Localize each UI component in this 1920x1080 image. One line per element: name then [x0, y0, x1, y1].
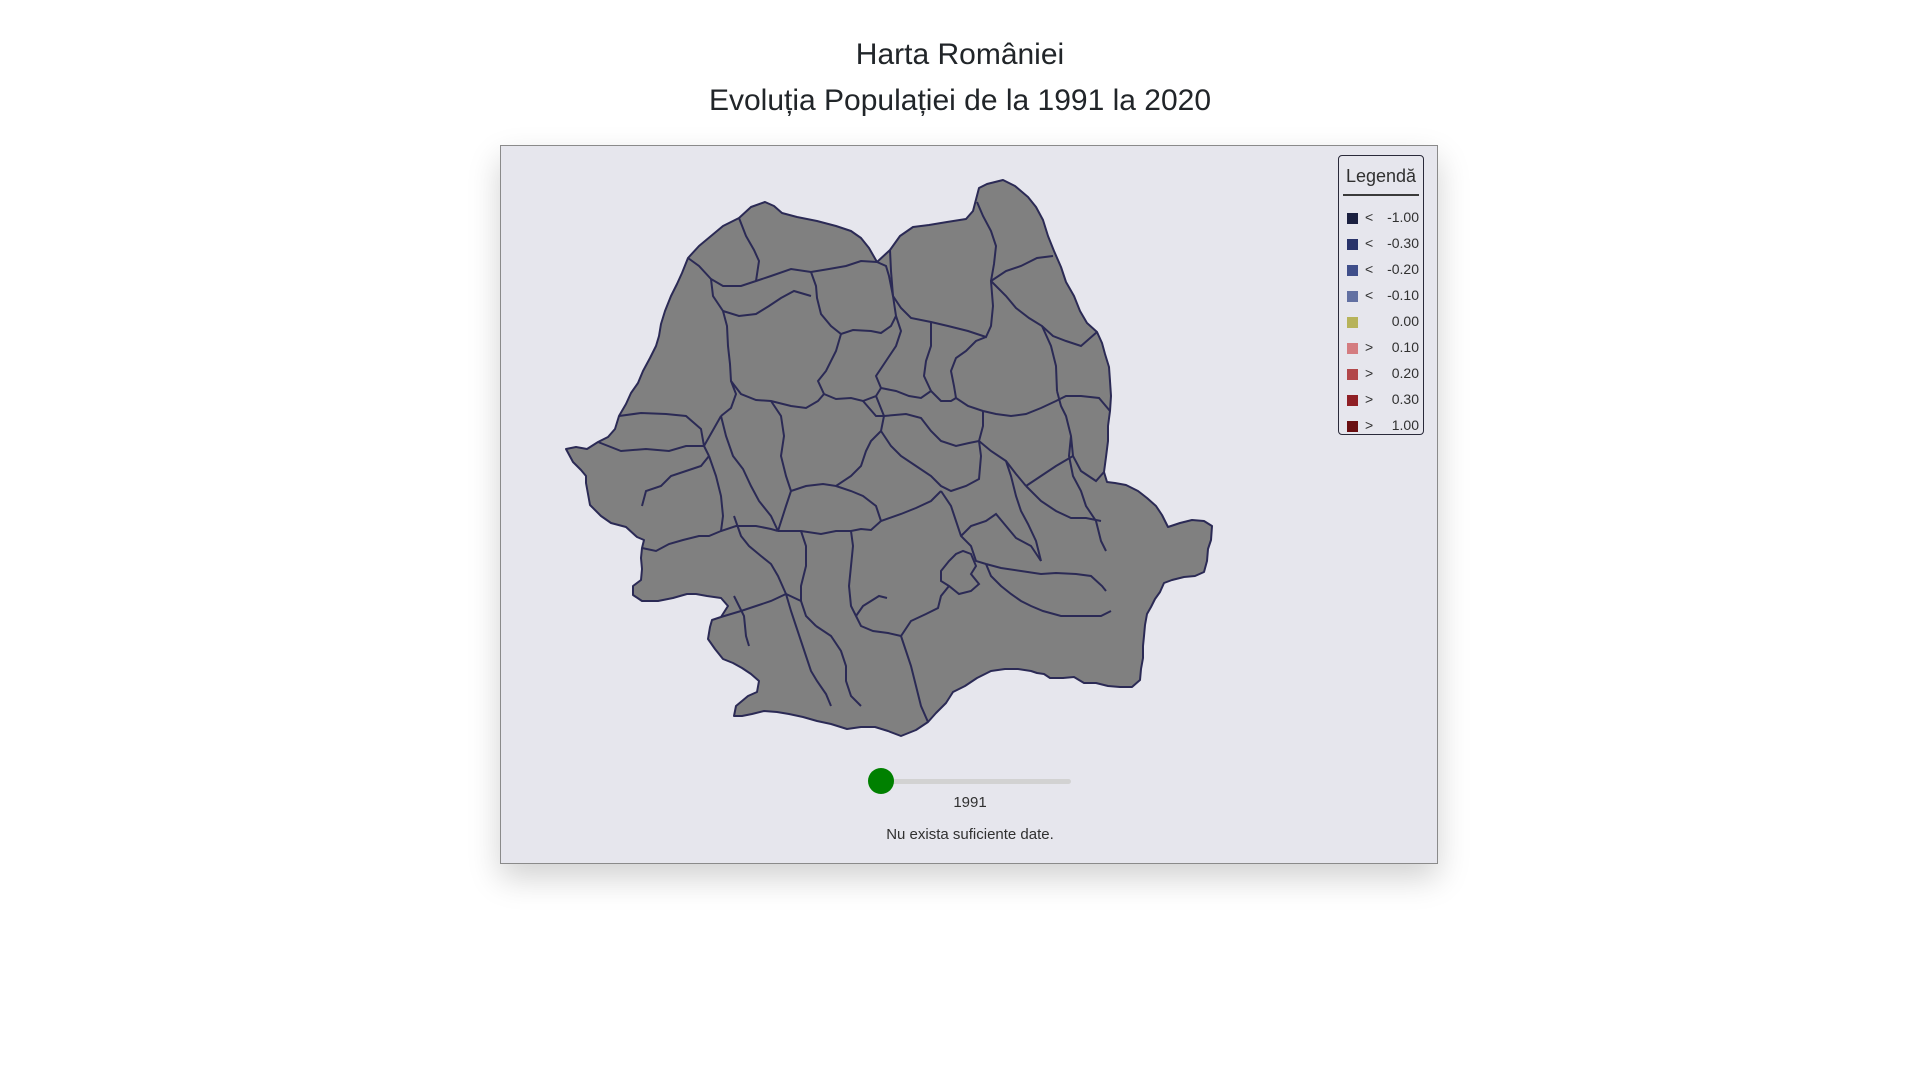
legend-operator: <: [1365, 261, 1374, 277]
legend-divider: [1343, 194, 1419, 196]
page-subtitle: Evoluția Populației de la 1991 la 2020: [708, 84, 1212, 117]
legend-operator: <: [1365, 235, 1374, 251]
legend-operator: >: [1365, 391, 1374, 407]
map-panel: Legendă < -1.00 < -0.30 < -0.20 < -0.10 0.00 >0.1…: [500, 145, 1438, 864]
legend-swatch: [1347, 317, 1358, 328]
legend-swatch: [1347, 421, 1358, 432]
status-message: Nu exista suficiente date.: [886, 826, 1054, 843]
legend-item: < -1.00: [1347, 208, 1419, 228]
legend-item: < -0.10: [1347, 286, 1419, 306]
legend-item: >0.30: [1347, 390, 1419, 410]
legend-operator: <: [1365, 287, 1374, 303]
legend-item: 0.00: [1347, 312, 1419, 332]
legend-item: >1.00: [1347, 416, 1419, 436]
legend-value: 1.00: [1391, 417, 1419, 433]
legend-item: >0.10: [1347, 338, 1419, 358]
legend-operator: >: [1365, 417, 1374, 433]
legend-value: 0.10: [1391, 339, 1419, 355]
romania-outline: [565, 179, 1213, 737]
legend-swatch: [1347, 213, 1358, 224]
legend-operator: <: [1365, 209, 1374, 225]
legend: Legendă < -1.00 < -0.30 < -0.20 < -0.10 0.00 >0.1…: [1338, 155, 1424, 435]
legend-value: 0.30: [1391, 391, 1419, 407]
slider-year-label: 1991: [953, 794, 987, 811]
legend-operator: >: [1365, 339, 1374, 355]
legend-swatch: [1347, 395, 1358, 406]
year-slider-thumb[interactable]: [868, 768, 894, 794]
legend-swatch: [1347, 265, 1358, 276]
legend-swatch: [1347, 343, 1358, 354]
legend-value: -1.00: [1387, 209, 1419, 225]
legend-item: >0.20: [1347, 364, 1419, 384]
legend-swatch: [1347, 291, 1358, 302]
page-title: Harta României: [855, 38, 1065, 71]
legend-swatch: [1347, 369, 1358, 380]
legend-title: Legendă: [1345, 166, 1417, 186]
legend-item: < -0.30: [1347, 234, 1419, 254]
legend-operator: >: [1365, 365, 1374, 381]
legend-value: 0.20: [1391, 365, 1419, 381]
year-slider-track[interactable]: [881, 779, 1071, 784]
legend-value: 0.00: [1391, 313, 1419, 329]
legend-item: < -0.20: [1347, 260, 1419, 280]
legend-value: -0.20: [1387, 261, 1419, 277]
legend-swatch: [1347, 239, 1358, 250]
legend-value: -0.30: [1387, 235, 1419, 251]
romania-map: [565, 179, 1213, 737]
legend-value: -0.10: [1387, 287, 1419, 303]
county-borders: [597, 201, 1112, 723]
